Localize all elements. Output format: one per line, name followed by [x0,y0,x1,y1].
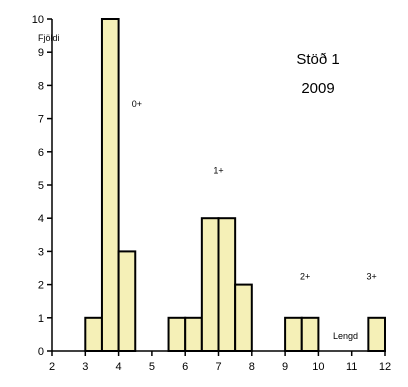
histogram-bar-3 [167,316,187,352]
y-tick-label-5: 5 [38,180,44,192]
histogram-bar-8 [284,316,303,352]
x-tick-label-11: 11 [346,361,357,373]
histogram-bar-7 [234,283,253,353]
y-tick-label-2: 2 [38,280,44,292]
y-tick-label-9: 9 [38,47,44,59]
histogram-bar-5 [200,217,220,352]
histogram-bar-2 [117,250,137,352]
y-tick-label-10: 10 [32,14,44,26]
y-tick-label-4: 4 [38,213,44,225]
x-tick-label-2: 2 [49,361,55,373]
annotation-0: 0+ [132,99,142,109]
histogram-bar-10 [367,316,387,352]
y-tick-label-7: 7 [38,114,44,126]
annotations-group: 0+ 1+ 2+ 3+ [132,99,377,282]
x-tick-label-10: 10 [312,361,324,373]
y-tick-label-8: 8 [38,80,44,92]
histogram-bar-6 [217,217,237,352]
annotation-2: 2+ [300,272,310,282]
chart-title: Stöð 1 [296,51,339,68]
x-tick-label-9: 9 [282,361,288,373]
y-axis-label: Fjöldi [38,33,60,43]
x-tick-label-4: 4 [116,361,122,373]
histogram-bar-1 [100,18,120,352]
y-tick-label-3: 3 [38,246,44,258]
histogram-bar-4 [184,316,203,352]
chart-subtitle: 2009 [301,80,334,97]
x-tick-label-7: 7 [215,361,221,373]
y-tick-label-1: 1 [38,313,44,325]
x-tick-label-6: 6 [182,361,188,373]
histogram-bar-9 [300,316,320,352]
y-tick-label-6: 6 [38,147,44,159]
histogram-bar-0 [84,316,103,352]
annotation-1: 1+ [213,165,223,175]
y-tick-label-0: 0 [38,346,44,358]
x-axis-label: Lengd [333,331,358,341]
x-tick-label-8: 8 [249,361,255,373]
x-tick-label-5: 5 [149,361,155,373]
bars-group [84,18,387,353]
x-tick-label-12: 12 [379,361,391,373]
annotation-3: 3+ [367,272,377,282]
x-tick-label-3: 3 [82,361,88,373]
